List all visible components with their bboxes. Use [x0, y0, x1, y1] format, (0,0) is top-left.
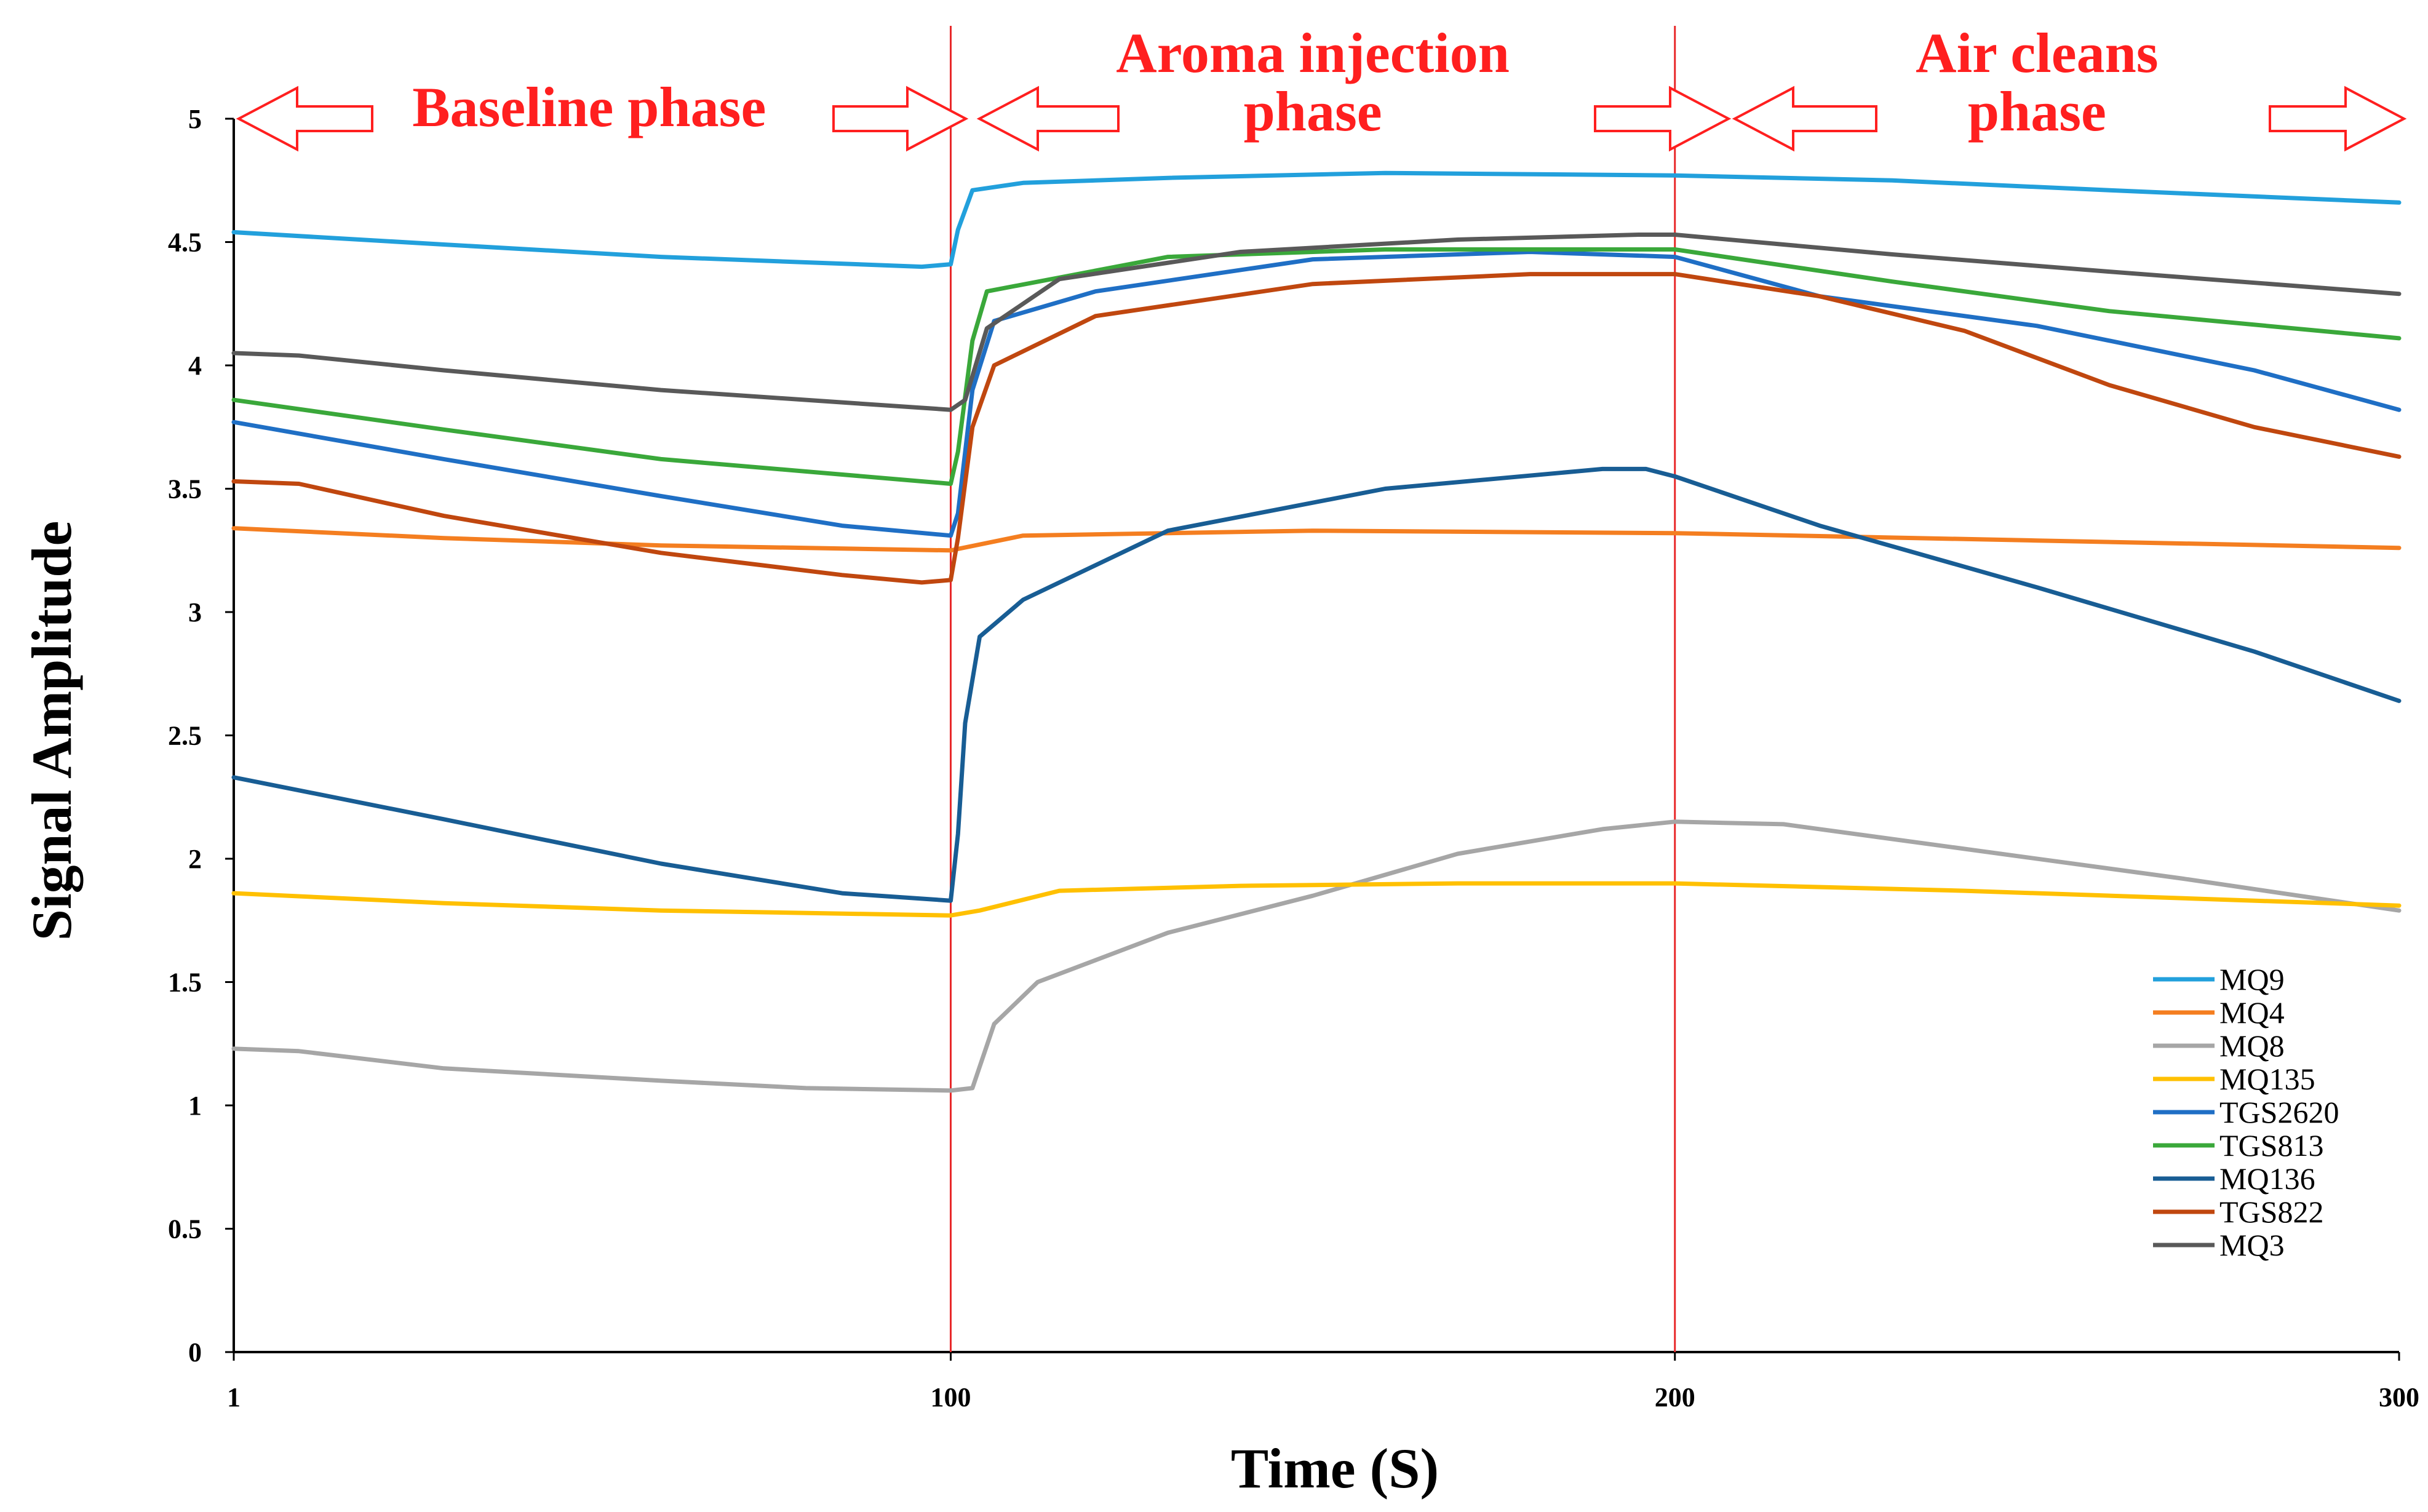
legend-item: MQ9 — [2153, 962, 2285, 997]
legend-item: MQ8 — [2153, 1029, 2285, 1063]
y-tick-group: 0 0.5 1 1.5 2 2.5 3 3.5 4 4.5 5 — [168, 104, 234, 1367]
arrow-right-icon — [2269, 86, 2407, 152]
legend-item: TGS813 — [2153, 1128, 2323, 1163]
series-line-mq3 — [231, 233, 2402, 412]
legend-label: MQ8 — [2219, 1029, 2285, 1063]
legend-label: MQ3 — [2219, 1228, 2285, 1262]
y-tick-label: 1.5 — [168, 968, 202, 998]
x-tick-label: 1 — [227, 1382, 241, 1412]
arrow-right-icon — [1594, 86, 1732, 152]
legend-label: MQ9 — [2219, 962, 2285, 997]
y-tick-label: 4.5 — [168, 228, 202, 258]
series-line-tgs822 — [231, 272, 2402, 585]
series-line-mq4 — [231, 526, 2402, 553]
legend-label: TGS822 — [2219, 1195, 2323, 1229]
phase-annotation: Baseline phase — [236, 76, 969, 152]
legend: MQ9MQ4MQ8MQ135TGS2620TGS813MQ136TGS822MQ… — [2153, 962, 2339, 1262]
arrow-left-icon — [976, 86, 1120, 152]
legend-label: MQ4 — [2219, 995, 2285, 1030]
x-tick-group: 1 100 200 300 — [227, 1352, 2419, 1412]
legend-label: TGS2620 — [2219, 1095, 2339, 1129]
legend-label: MQ135 — [2219, 1062, 2315, 1096]
y-tick-label: 5 — [188, 104, 202, 134]
y-tick-label: 0 — [188, 1337, 202, 1367]
legend-item: MQ3 — [2153, 1228, 2285, 1262]
y-tick-label: 2 — [188, 844, 202, 874]
x-tick-label: 200 — [1655, 1382, 1695, 1412]
legend-label: MQ136 — [2219, 1161, 2315, 1196]
y-tick-label: 1 — [188, 1091, 202, 1121]
arrow-left-icon — [1732, 86, 1877, 152]
series-line-tgs2620 — [231, 250, 2402, 538]
y-tick-label: 4 — [188, 351, 202, 381]
chart-axes: 0 0.5 1 1.5 2 2.5 3 3.5 4 4.5 5 1 100 200 300 — [168, 104, 2419, 1412]
y-tick-label: 2.5 — [168, 721, 202, 751]
phase-label: Aroma injection — [1116, 22, 1510, 84]
legend-item: MQ136 — [2153, 1161, 2315, 1196]
phase-label: Baseline phase — [412, 76, 766, 138]
y-axis-title: Signal Amplitude — [20, 521, 83, 941]
legend-item: TGS822 — [2153, 1195, 2323, 1229]
arrow-right-icon — [832, 86, 969, 152]
phase-label: phase — [1968, 80, 2106, 143]
series-line-mq135 — [231, 881, 2402, 918]
x-tick-label: 100 — [930, 1382, 971, 1412]
legend-item: MQ4 — [2153, 995, 2285, 1030]
legend-label: TGS813 — [2219, 1128, 2323, 1163]
phase-divider-group — [949, 26, 1676, 1352]
y-tick-label: 3.5 — [168, 474, 202, 504]
series-line-mq8 — [231, 819, 2402, 1093]
phase-label: phase — [1244, 80, 1382, 143]
phase-label: Air cleans — [1916, 22, 2158, 84]
series-lines — [231, 170, 2402, 1093]
y-tick-label: 0.5 — [168, 1214, 202, 1244]
legend-item: TGS2620 — [2153, 1095, 2339, 1129]
y-tick-label: 3 — [188, 597, 202, 627]
legend-item: MQ135 — [2153, 1062, 2315, 1096]
series-line-tgs813 — [231, 247, 2402, 486]
x-tick-label: 300 — [2379, 1382, 2419, 1412]
series-line-mq136 — [231, 466, 2402, 903]
series-line-mq9 — [231, 170, 2402, 269]
x-axis-title: Time (S) — [1231, 1437, 1439, 1500]
arrow-left-icon — [236, 86, 373, 152]
